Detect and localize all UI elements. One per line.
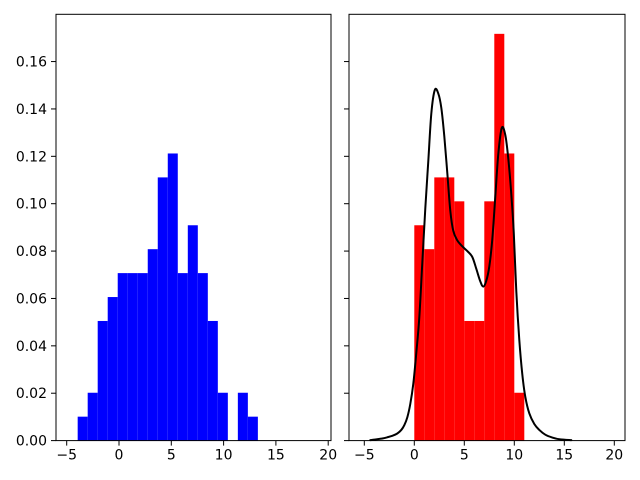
histogram-bar bbox=[77, 416, 88, 441]
x-tick-label: −5 bbox=[354, 448, 375, 464]
histogram-bar bbox=[504, 153, 515, 441]
histogram-bar bbox=[217, 392, 228, 441]
kde-curve bbox=[369, 87, 573, 442]
axes-spines bbox=[348, 13, 626, 442]
histogram-bar bbox=[464, 320, 475, 441]
histogram-bar bbox=[434, 177, 445, 441]
histogram-bar bbox=[157, 177, 168, 441]
x-tick-label: 15 bbox=[267, 448, 285, 464]
x-tick-label: 5 bbox=[460, 448, 469, 464]
axes-spines bbox=[55, 13, 332, 442]
histogram-bar bbox=[137, 273, 148, 441]
x-tick-label: 15 bbox=[555, 448, 573, 464]
x-tick-label: −5 bbox=[56, 448, 77, 464]
x-tick-label: 0 bbox=[115, 448, 124, 464]
histogram-bar bbox=[454, 201, 465, 441]
y-tick-label: 0.08 bbox=[16, 244, 47, 260]
right-histogram-bars bbox=[414, 33, 525, 441]
x-tick-label: 10 bbox=[505, 448, 523, 464]
histogram-bar bbox=[147, 249, 158, 441]
histogram-bar bbox=[87, 392, 98, 441]
histogram-bar bbox=[237, 392, 248, 441]
histogram-bar bbox=[247, 416, 258, 441]
x-tick-label: 0 bbox=[410, 448, 419, 464]
histogram-bar bbox=[474, 320, 485, 441]
histogram-bar bbox=[424, 249, 435, 441]
x-tick-label: 10 bbox=[215, 448, 233, 464]
y-tick-label: 0.16 bbox=[16, 55, 47, 71]
subplot-right: −5 0 5 10 15 20 bbox=[344, 13, 626, 464]
histogram-bar bbox=[107, 297, 118, 441]
x-tick-label: 20 bbox=[319, 448, 337, 464]
y-tick-label: 0.04 bbox=[16, 339, 47, 355]
histogram-bar bbox=[197, 273, 208, 441]
y-tick-label: 0.00 bbox=[16, 434, 47, 450]
y-tick-label: 0.14 bbox=[16, 102, 47, 118]
histogram-bar bbox=[97, 320, 108, 441]
histogram-bar bbox=[207, 320, 218, 441]
y-tick-label: 0.02 bbox=[16, 386, 47, 402]
x-tick-label: 5 bbox=[167, 448, 176, 464]
subplot-left: −5 0 5 10 15 20 0.00 0.02 0.04 0.06 0.08 0.10 0.12 0.… bbox=[16, 13, 337, 464]
y-tick-label: 0.06 bbox=[16, 291, 47, 307]
histogram-bar bbox=[484, 201, 495, 441]
histogram-bar bbox=[117, 273, 128, 441]
histogram-bar bbox=[127, 273, 138, 441]
y-tick-label: 0.10 bbox=[16, 197, 47, 213]
histogram-bar bbox=[494, 33, 505, 441]
histogram-bar bbox=[187, 225, 198, 441]
histogram-bar bbox=[177, 273, 188, 441]
y-tick-label: 0.12 bbox=[16, 149, 47, 165]
histogram-bar bbox=[514, 392, 525, 441]
histogram-bar bbox=[414, 225, 425, 441]
x-tick-label: 20 bbox=[605, 448, 623, 464]
left-histogram-bars bbox=[77, 153, 258, 441]
histogram-bar bbox=[167, 153, 178, 441]
histogram-bar bbox=[444, 177, 455, 441]
